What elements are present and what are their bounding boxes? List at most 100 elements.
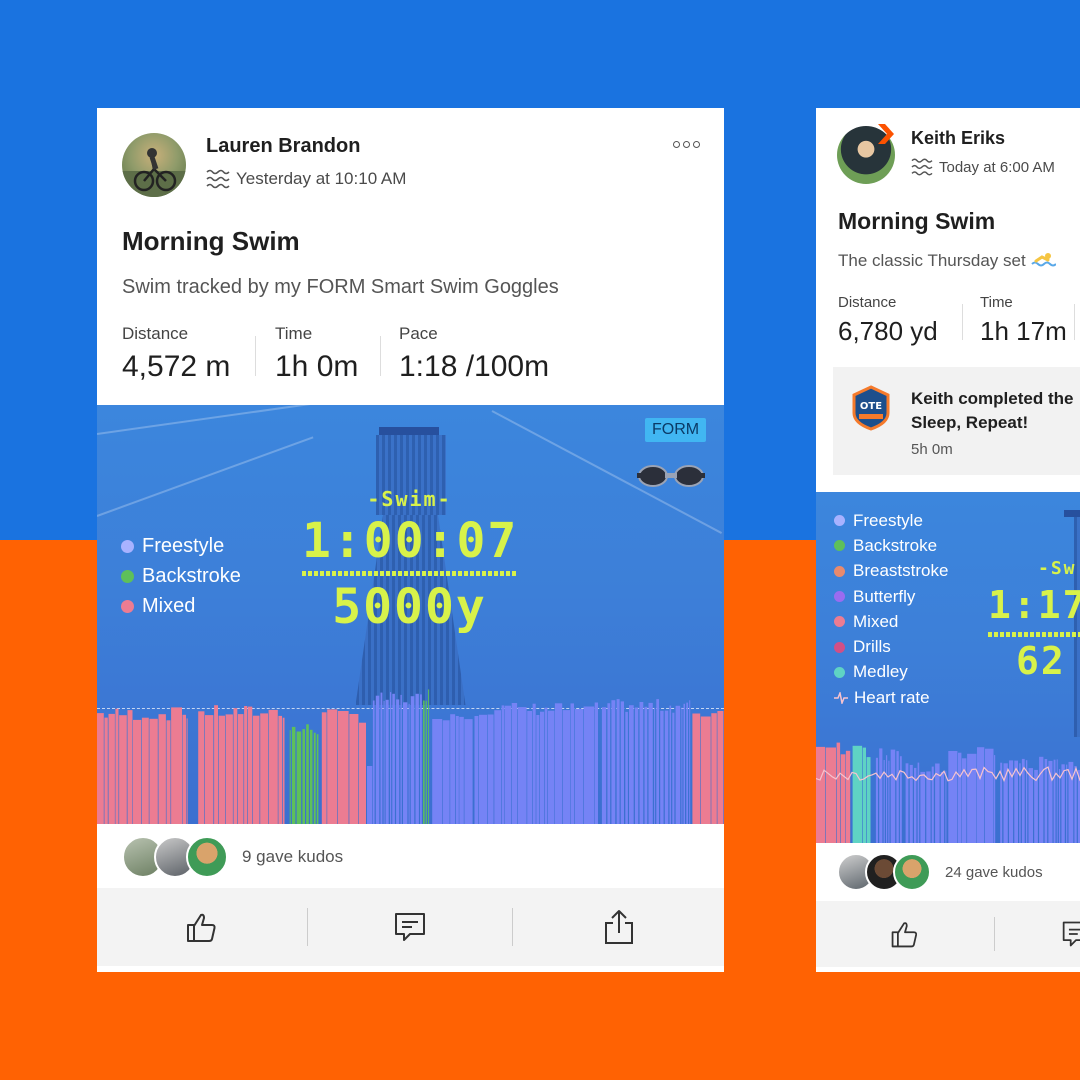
freestyle-bar bbox=[494, 710, 501, 824]
stat-pace: Pace 1:18 /100m bbox=[399, 324, 549, 384]
freestyle-bar bbox=[985, 748, 994, 843]
freestyle-bar bbox=[455, 716, 459, 824]
legend-label: Mixed bbox=[142, 594, 196, 617]
mixed-bar bbox=[141, 717, 149, 824]
freestyle-bar bbox=[380, 692, 383, 824]
action-bar bbox=[816, 901, 1080, 967]
freestyle-bar bbox=[450, 714, 456, 824]
kudos-button[interactable] bbox=[816, 901, 994, 967]
athlete-name[interactable]: Lauren Brandon bbox=[206, 135, 361, 157]
freestyle-bar bbox=[420, 694, 422, 824]
action-divider bbox=[307, 908, 308, 946]
pool-lane bbox=[375, 435, 446, 515]
freestyle-bar bbox=[459, 716, 464, 824]
form-badge[interactable]: FORM bbox=[645, 418, 707, 442]
pool-lane-top bbox=[379, 427, 439, 435]
athlete-name[interactable]: Keith Eriks bbox=[911, 128, 1006, 148]
freestyle-bar bbox=[501, 705, 505, 824]
heart-rate-line bbox=[816, 766, 1080, 783]
kudos-count[interactable]: 9 gave kudos bbox=[242, 847, 344, 866]
mixed-bar bbox=[205, 715, 214, 824]
freestyle-bar bbox=[920, 771, 926, 843]
legend-dot bbox=[834, 666, 845, 678]
backstroke-bar bbox=[428, 689, 430, 824]
mixed-bar bbox=[108, 713, 115, 824]
kudos-row[interactable]: 9 gave kudos bbox=[122, 836, 343, 878]
freestyle-bar bbox=[1021, 758, 1025, 843]
comment-button[interactable] bbox=[308, 888, 512, 966]
swim-chart-media[interactable]: FORM Freestyle Backstroke Mixed -Swim- 1… bbox=[97, 405, 724, 824]
comment-button[interactable] bbox=[1056, 901, 1080, 967]
action-divider bbox=[994, 917, 995, 951]
freestyle-bar bbox=[1074, 766, 1077, 843]
pool-lane-top bbox=[1064, 510, 1080, 517]
avatar[interactable] bbox=[837, 126, 895, 184]
mixed-bar bbox=[104, 717, 108, 824]
pace-reference-line bbox=[97, 708, 724, 709]
kudos-button[interactable] bbox=[97, 888, 307, 966]
freestyle-bar bbox=[945, 770, 947, 843]
stat-time: Time 1h 0m bbox=[275, 324, 358, 384]
stat-label: Pace bbox=[399, 324, 438, 343]
action-divider bbox=[512, 908, 513, 946]
stat-time: Time 1h 17m bbox=[980, 294, 1067, 347]
mixed-bar bbox=[840, 754, 846, 843]
freestyle-bar bbox=[681, 707, 683, 824]
freestyle-bar bbox=[442, 720, 450, 824]
freestyle-bar bbox=[961, 758, 967, 843]
activity-title[interactable]: Morning Swim bbox=[122, 226, 300, 256]
goggles-icon bbox=[637, 465, 705, 487]
legend-mixed: Mixed bbox=[834, 609, 948, 634]
freestyle-bar bbox=[644, 706, 648, 824]
freestyle-bar bbox=[648, 702, 653, 824]
legend-backstroke: Backstroke bbox=[121, 561, 241, 591]
freestyle-bar bbox=[905, 763, 909, 843]
activity-title[interactable]: Morning Swim bbox=[838, 208, 996, 234]
challenge-card[interactable]: OTE Keith completed the Sleep, Repeat! 5… bbox=[833, 367, 1080, 475]
activity-description: Swim tracked by my FORM Smart Swim Goggl… bbox=[122, 276, 559, 298]
freestyle-bar bbox=[601, 707, 607, 824]
share-button[interactable] bbox=[513, 888, 724, 966]
freestyle-bar bbox=[400, 694, 402, 824]
display-rule bbox=[988, 632, 1080, 637]
legend-label: Butterfly bbox=[853, 586, 916, 606]
stat-value: 1:18 /100m bbox=[399, 350, 550, 383]
more-options-icon[interactable] bbox=[673, 141, 700, 148]
backstroke-bar bbox=[296, 731, 302, 824]
freestyle-bar bbox=[544, 707, 548, 824]
legend-dot bbox=[121, 539, 134, 553]
freestyle-bar bbox=[372, 700, 375, 824]
legend-medley: Medley bbox=[834, 660, 948, 685]
medley-bar bbox=[866, 757, 871, 843]
freestyle-bar bbox=[403, 702, 408, 824]
freestyle-bar bbox=[689, 700, 691, 824]
display-distance: 5000y bbox=[332, 579, 487, 635]
kudos-count[interactable]: 24 gave kudos bbox=[945, 863, 1043, 881]
freestyle-bar bbox=[410, 696, 415, 824]
stat-label: Distance bbox=[122, 324, 189, 343]
pool-lane bbox=[1074, 517, 1080, 737]
freestyle-bar bbox=[536, 715, 540, 824]
mixed-bar bbox=[225, 714, 233, 824]
freestyle-bar bbox=[511, 703, 518, 824]
mixed-bar bbox=[845, 750, 851, 843]
freestyle-bar bbox=[994, 755, 996, 843]
mixed-bar bbox=[692, 713, 701, 824]
kudos-avatar bbox=[186, 836, 228, 878]
medley-bar bbox=[852, 745, 863, 843]
pool-line bbox=[97, 405, 335, 435]
freestyle-bar bbox=[896, 751, 899, 843]
freestyle-bar bbox=[625, 711, 628, 824]
activity-timestamp: Today at 6:00 AM bbox=[939, 158, 1055, 176]
activity-description: The classic Thursday set bbox=[838, 251, 1058, 271]
mixed-bar bbox=[115, 708, 119, 824]
kudos-row[interactable]: 24 gave kudos bbox=[837, 853, 1043, 891]
swim-chart-media[interactable]: Freestyle Backstroke Breaststroke Butter… bbox=[816, 492, 1080, 843]
mixed-bar bbox=[711, 713, 717, 824]
avatar[interactable] bbox=[122, 133, 186, 197]
legend-dot bbox=[834, 616, 845, 628]
freestyle-bar bbox=[554, 703, 563, 824]
challenge-badge-icon: OTE bbox=[852, 385, 890, 431]
freestyle-bar bbox=[1025, 760, 1028, 843]
freestyle-bar bbox=[562, 710, 570, 824]
